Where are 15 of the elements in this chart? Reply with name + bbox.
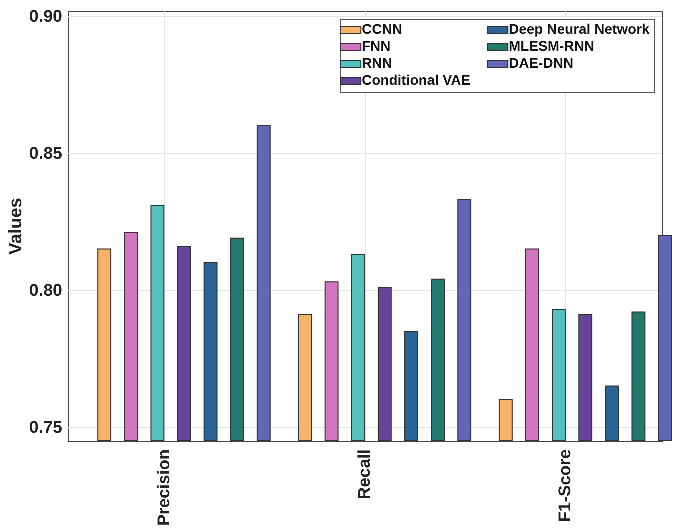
legend-label: FNN <box>362 38 391 54</box>
legend-label: MLESM-RNN <box>509 38 595 54</box>
y-tick-label: 0.75 <box>29 418 62 437</box>
x-tick-label: F1-Score <box>556 450 575 522</box>
y-tick-label: 0.90 <box>29 6 62 26</box>
legend-label: Conditional VAE <box>362 72 471 88</box>
y-tick-label: 0.85 <box>29 144 62 163</box>
x-tick-label: Recall <box>355 450 374 500</box>
y-axis-title: Values <box>5 198 26 256</box>
legend-label: DAE-DNN <box>509 55 574 71</box>
legend-label: RNN <box>362 55 392 71</box>
legend-label: CCNN <box>362 21 402 37</box>
legend-label: Deep Neural Network <box>509 21 650 37</box>
y-tick-label: 0.80 <box>29 280 62 300</box>
x-tick-label: Precision <box>154 450 174 526</box>
